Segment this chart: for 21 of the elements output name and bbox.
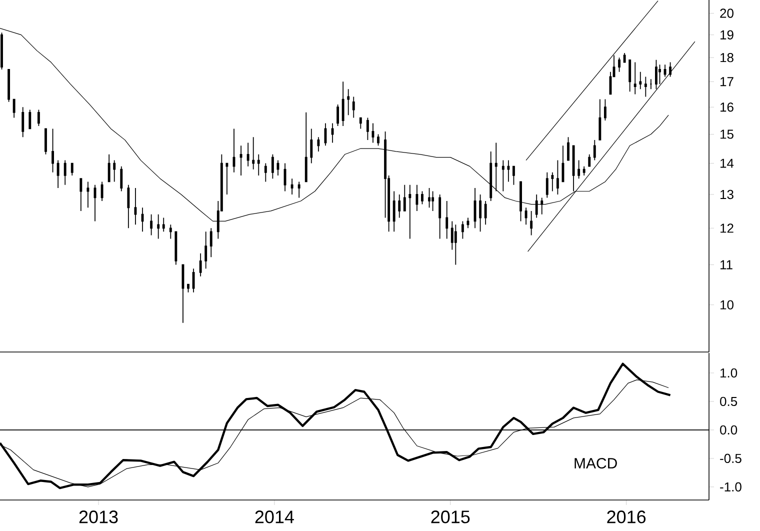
x-tick-label: 2016	[607, 510, 646, 524]
y-tick-label: 0.5	[720, 396, 738, 406]
y-tick-label: 15	[720, 130, 734, 139]
y-tick-label: 12	[720, 224, 734, 233]
y-tick-label: 1.0	[720, 368, 738, 378]
y-tick-label: 16	[720, 102, 734, 112]
y-tick-label: 13	[720, 190, 734, 200]
y-tick-label: -0.5	[720, 454, 742, 464]
x-tick-label: 2013	[79, 510, 118, 524]
x-tick-label: 2014	[255, 510, 294, 524]
y-tick-label: 20	[720, 8, 734, 18]
annotation: MACD	[574, 458, 617, 469]
x-tick-label: 2015	[431, 510, 470, 524]
y-tick-label: 0.0	[720, 425, 738, 435]
y-tick-label: 17	[720, 77, 734, 86]
y-tick-label: 19	[720, 30, 734, 40]
y-tick-label: 11	[720, 260, 732, 270]
y-tick-label: 10	[720, 300, 734, 310]
y-tick-label: -1.0	[720, 482, 742, 492]
y-tick-label: 14	[720, 158, 734, 168]
y-tick-label: 18	[720, 52, 734, 62]
